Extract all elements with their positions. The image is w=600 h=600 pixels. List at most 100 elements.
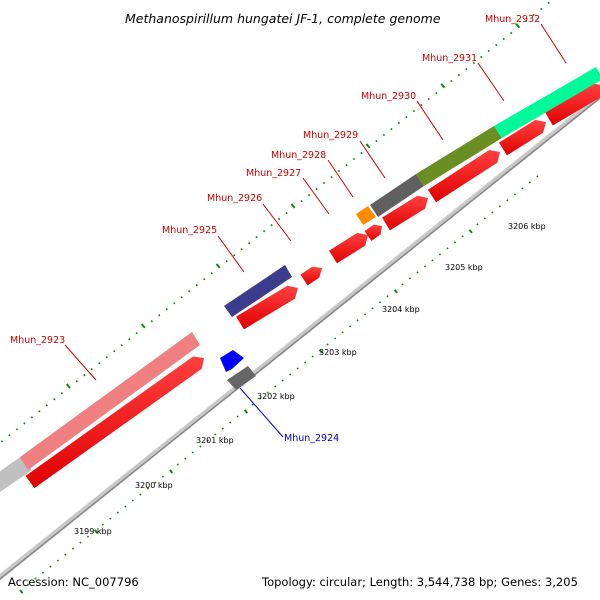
gene-label-mhun-2931[interactable]: Mhun_2931: [422, 53, 477, 64]
kbp-tick: [356, 319, 359, 322]
forward-tick: [390, 127, 393, 131]
forward-tick: [322, 181, 326, 185]
forward-tick: [532, 13, 535, 17]
forward-tick: [420, 103, 423, 107]
feature-bar-left-grey[interactable]: [0, 456, 32, 492]
feature-bar-mhun-2924[interactable]: [220, 350, 244, 372]
kbp-tick: [318, 349, 323, 354]
accession-label: Accession: NC_007796: [8, 575, 139, 589]
forward-tick: [53, 398, 56, 401]
kbp-tick: [446, 247, 449, 250]
forward-tick: [255, 235, 258, 239]
kbp-tick: [206, 439, 209, 442]
kbp-tick: [116, 511, 120, 514]
orf-arrow-mhun-2925[interactable]: [236, 285, 298, 330]
forward-tick: [290, 203, 296, 209]
forward-tick: [285, 211, 288, 215]
orf-arrow-mhun-2932[interactable]: [545, 83, 600, 126]
kbp-tick: [154, 481, 157, 484]
kbp-label-3202: 3202 kbp: [257, 392, 295, 401]
kbp-tick: [191, 451, 194, 454]
forward-tick: [270, 223, 273, 227]
kbp-tick: [423, 265, 427, 268]
forward-tick: [0, 440, 4, 443]
kbp-tick: [521, 187, 524, 190]
kbp-label-3204: 3204 kbp: [382, 305, 420, 314]
kbp-tick: [498, 205, 502, 208]
kbp-tick: [416, 271, 419, 274]
forward-strand-tick-marks: [0, 1, 550, 443]
gene-label-mhun-2927[interactable]: Mhun_2927: [246, 168, 301, 179]
forward-tick: [247, 241, 251, 245]
feature-bar-mhun-2928[interactable]: [356, 206, 376, 225]
forward-tick: [515, 23, 521, 29]
forward-tick: [547, 1, 550, 5]
feature-bar-mhun-2931[interactable]: [494, 67, 600, 138]
gene-label-mhun-2926[interactable]: Mhun_2926: [207, 193, 262, 204]
kbp-tick: [453, 241, 457, 244]
gene-label-mhun-2923[interactable]: Mhun_2923: [10, 335, 65, 346]
orf-arrow-mhun-2931[interactable]: [499, 119, 546, 156]
orf-arrow-mhun-2926[interactable]: [300, 266, 322, 286]
forward-tick: [150, 320, 153, 323]
gene-label-mhun-2924[interactable]: Mhun_2924: [284, 433, 339, 444]
forward-tick: [165, 307, 168, 311]
kbp-tick: [378, 301, 382, 304]
forward-tick: [510, 31, 513, 35]
kbp-tick: [131, 499, 134, 502]
forward-tick: [352, 157, 356, 161]
leader-mhun-2926: [262, 203, 292, 242]
kbp-tick: [513, 193, 516, 196]
orf-arrow-mhun-2929[interactable]: [382, 195, 428, 231]
kbp-tick: [124, 505, 127, 508]
kbp-tick: [184, 457, 187, 460]
forward-tick: [360, 151, 363, 155]
forward-tick: [158, 313, 161, 317]
kbp-tick: [348, 325, 352, 328]
gene-label-mhun-2932[interactable]: Mhun_2932: [485, 14, 540, 25]
kbp-tick: [438, 253, 442, 256]
gene-label-mhun-2925[interactable]: Mhun_2925: [162, 225, 217, 236]
feature-bar-mhun-2925[interactable]: [224, 265, 292, 317]
forward-tick: [38, 410, 41, 413]
forward-tick: [375, 139, 378, 143]
forward-tick: [225, 259, 228, 263]
forward-tick: [195, 283, 198, 287]
kbp-tick: [506, 199, 509, 202]
kbp-tick: [94, 529, 99, 534]
kbp-tick: [236, 415, 239, 418]
feature-bar-mhun-2930[interactable]: [416, 126, 502, 186]
forward-tick: [45, 404, 49, 407]
kbp-tick: [243, 409, 248, 414]
kbp-tick: [41, 571, 45, 574]
orf-arrow-mhun-2923[interactable]: [25, 356, 204, 489]
kbp-tick: [431, 259, 434, 262]
forward-tick: [202, 277, 206, 281]
forward-tick: [210, 271, 213, 275]
feature-bar-mhun-2924-grey[interactable]: [227, 366, 256, 390]
gene-label-mhun-2929[interactable]: Mhun_2929: [303, 130, 358, 141]
kbp-tick: [266, 391, 269, 394]
feature-bar-mhun-2923[interactable]: [20, 332, 200, 470]
orf-track: [25, 83, 600, 489]
gene-label-mhun-2928[interactable]: Mhun_2928: [271, 150, 326, 161]
forward-tick: [440, 83, 446, 89]
leader-mhun-2932: [540, 23, 567, 64]
forward-tick: [487, 49, 490, 53]
kbp-tick: [214, 433, 217, 436]
gene-label-mhun-2930[interactable]: Mhun_2930: [361, 91, 416, 102]
kbp-label-3206: 3206 kbp: [508, 222, 546, 231]
forward-tick: [540, 7, 543, 11]
kbp-tick: [491, 211, 494, 214]
orf-arrow-mhun-2927-a[interactable]: [329, 232, 368, 264]
orf-arrow-mhun-2930[interactable]: [427, 150, 500, 203]
kbp-tick: [476, 223, 479, 226]
forward-tick: [412, 109, 416, 113]
forward-tick: [65, 383, 71, 389]
forward-tick: [240, 247, 243, 251]
kbp-label-3201: 3201 kbp: [196, 436, 234, 445]
feature-bar-mhun-2929[interactable]: [370, 174, 424, 217]
orf-arrow-mhun-2927-b[interactable]: [364, 224, 383, 241]
kbp-tick: [289, 373, 292, 376]
kbp-tick: [199, 445, 202, 448]
